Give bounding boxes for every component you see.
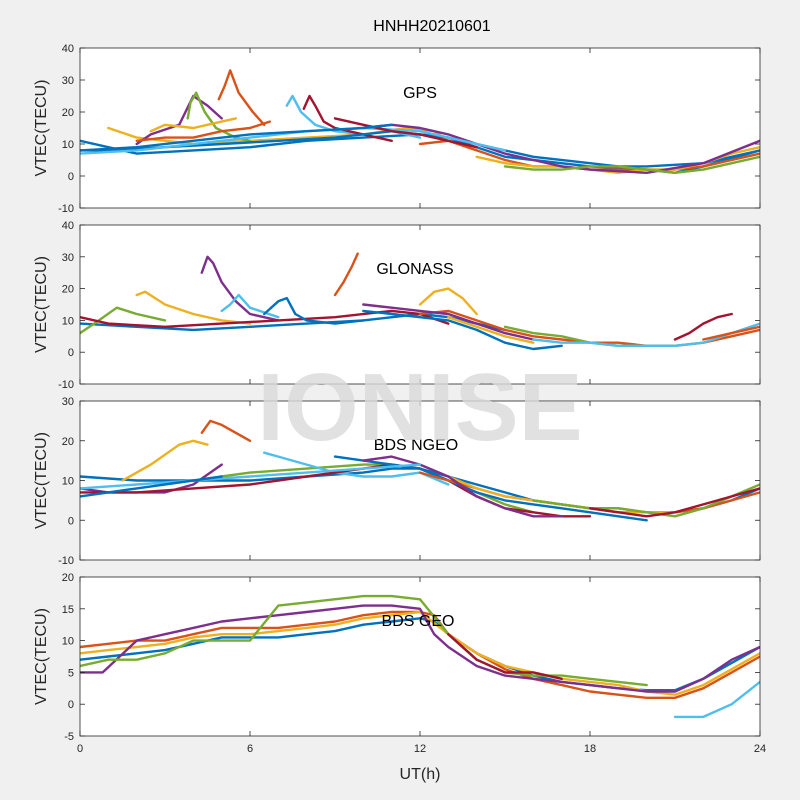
series-line-17	[149, 117, 238, 133]
series-line-5	[80, 306, 167, 335]
series-line-7	[447, 633, 563, 680]
panel-label: BDS GEO	[382, 613, 455, 630]
y-tick-label: 40	[62, 43, 74, 55]
plot-area	[80, 577, 760, 736]
y-tick-label: 15	[62, 604, 74, 616]
series-line-4	[135, 94, 223, 146]
panel-label: GPS	[403, 85, 437, 102]
series-line-2	[80, 610, 760, 699]
y-tick-label: 10	[62, 315, 74, 327]
y-tick-label: 20	[62, 284, 74, 296]
y-axis-label: VTEC(TECU)	[33, 432, 50, 529]
y-tick-label: 0	[68, 699, 74, 711]
y-tick-label: 30	[62, 75, 74, 87]
series-line-6	[263, 451, 450, 486]
y-tick-label: -5	[64, 731, 74, 743]
series-line-2	[217, 69, 266, 127]
x-tick-label: 0	[77, 743, 83, 755]
series-line-12	[503, 155, 760, 175]
figure-title: HNHH20210601	[373, 18, 491, 35]
y-tick-label: 0	[68, 515, 74, 527]
y-tick-label: 20	[62, 107, 74, 119]
series-line-1	[80, 312, 507, 332]
series-line-13	[80, 463, 422, 490]
ionise-watermark: IONISE	[257, 354, 582, 461]
series-line-4	[80, 604, 760, 693]
x-tick-label: 18	[584, 743, 596, 755]
y-tick-label: 10	[62, 636, 74, 648]
panel-label: BDS NGEO	[374, 437, 458, 454]
x-tick-label: 6	[247, 743, 253, 755]
x-tick-label: 12	[414, 743, 426, 755]
y-tick-label: 10	[62, 139, 74, 151]
y-tick-label: 30	[62, 252, 74, 264]
series-line-16	[702, 325, 760, 341]
series-line-11	[362, 303, 535, 341]
series-line-12	[532, 483, 760, 518]
y-tick-label: -10	[58, 203, 74, 215]
y-axis-label: VTEC(TECU)	[33, 80, 50, 177]
series-line-5	[80, 594, 648, 687]
y-tick-label: 20	[62, 436, 74, 448]
series-line-15	[80, 475, 223, 498]
y-tick-label: -10	[58, 379, 74, 391]
x-tick-label: 24	[754, 743, 766, 755]
y-tick-label: 10	[62, 476, 74, 488]
series-line-3	[135, 290, 252, 325]
panel-glonass: -10 0 10 20 30 40 VTEC(TECU) GLONASS	[33, 220, 761, 391]
y-tick-label: -10	[58, 555, 74, 567]
series-line-4	[200, 255, 280, 322]
series-line-3	[121, 439, 209, 482]
series-line-14	[673, 312, 733, 341]
series-line-14	[333, 117, 478, 149]
panel-bds-ngeo: -10 0 10 20 30 VTEC(TECU) BDS NGEO	[33, 396, 761, 567]
series-line-15	[362, 309, 563, 351]
series-line-11	[362, 455, 563, 518]
series-line-7	[80, 309, 450, 328]
series-line-8	[263, 296, 365, 325]
series-line-2	[200, 419, 252, 442]
series-line-14	[588, 487, 760, 518]
y-tick-label: 20	[62, 572, 74, 584]
series-line-6	[673, 680, 760, 719]
series-line-15	[80, 123, 393, 152]
series-line-2	[333, 252, 359, 297]
y-axis-label: VTEC(TECU)	[33, 608, 50, 705]
y-tick-label: 0	[68, 171, 74, 183]
panel-gps: -10 0 10 20 30 40 VTEC(TECU) GPS	[33, 43, 761, 215]
series-line-16	[135, 120, 271, 143]
y-axis-label: VTEC(TECU)	[33, 256, 50, 353]
series-line-10	[418, 287, 478, 316]
y-tick-label: 30	[62, 396, 74, 408]
series-line-6	[220, 293, 280, 319]
series-line-17	[447, 316, 535, 344]
x-axis-label: UT(h)	[400, 766, 441, 783]
series-line-5	[186, 91, 252, 143]
series-line-8	[333, 455, 648, 522]
panel-label: GLONASS	[376, 261, 453, 278]
y-tick-label: 5	[68, 667, 74, 679]
y-tick-label: 40	[62, 220, 74, 232]
y-tick-label: 0	[68, 347, 74, 359]
